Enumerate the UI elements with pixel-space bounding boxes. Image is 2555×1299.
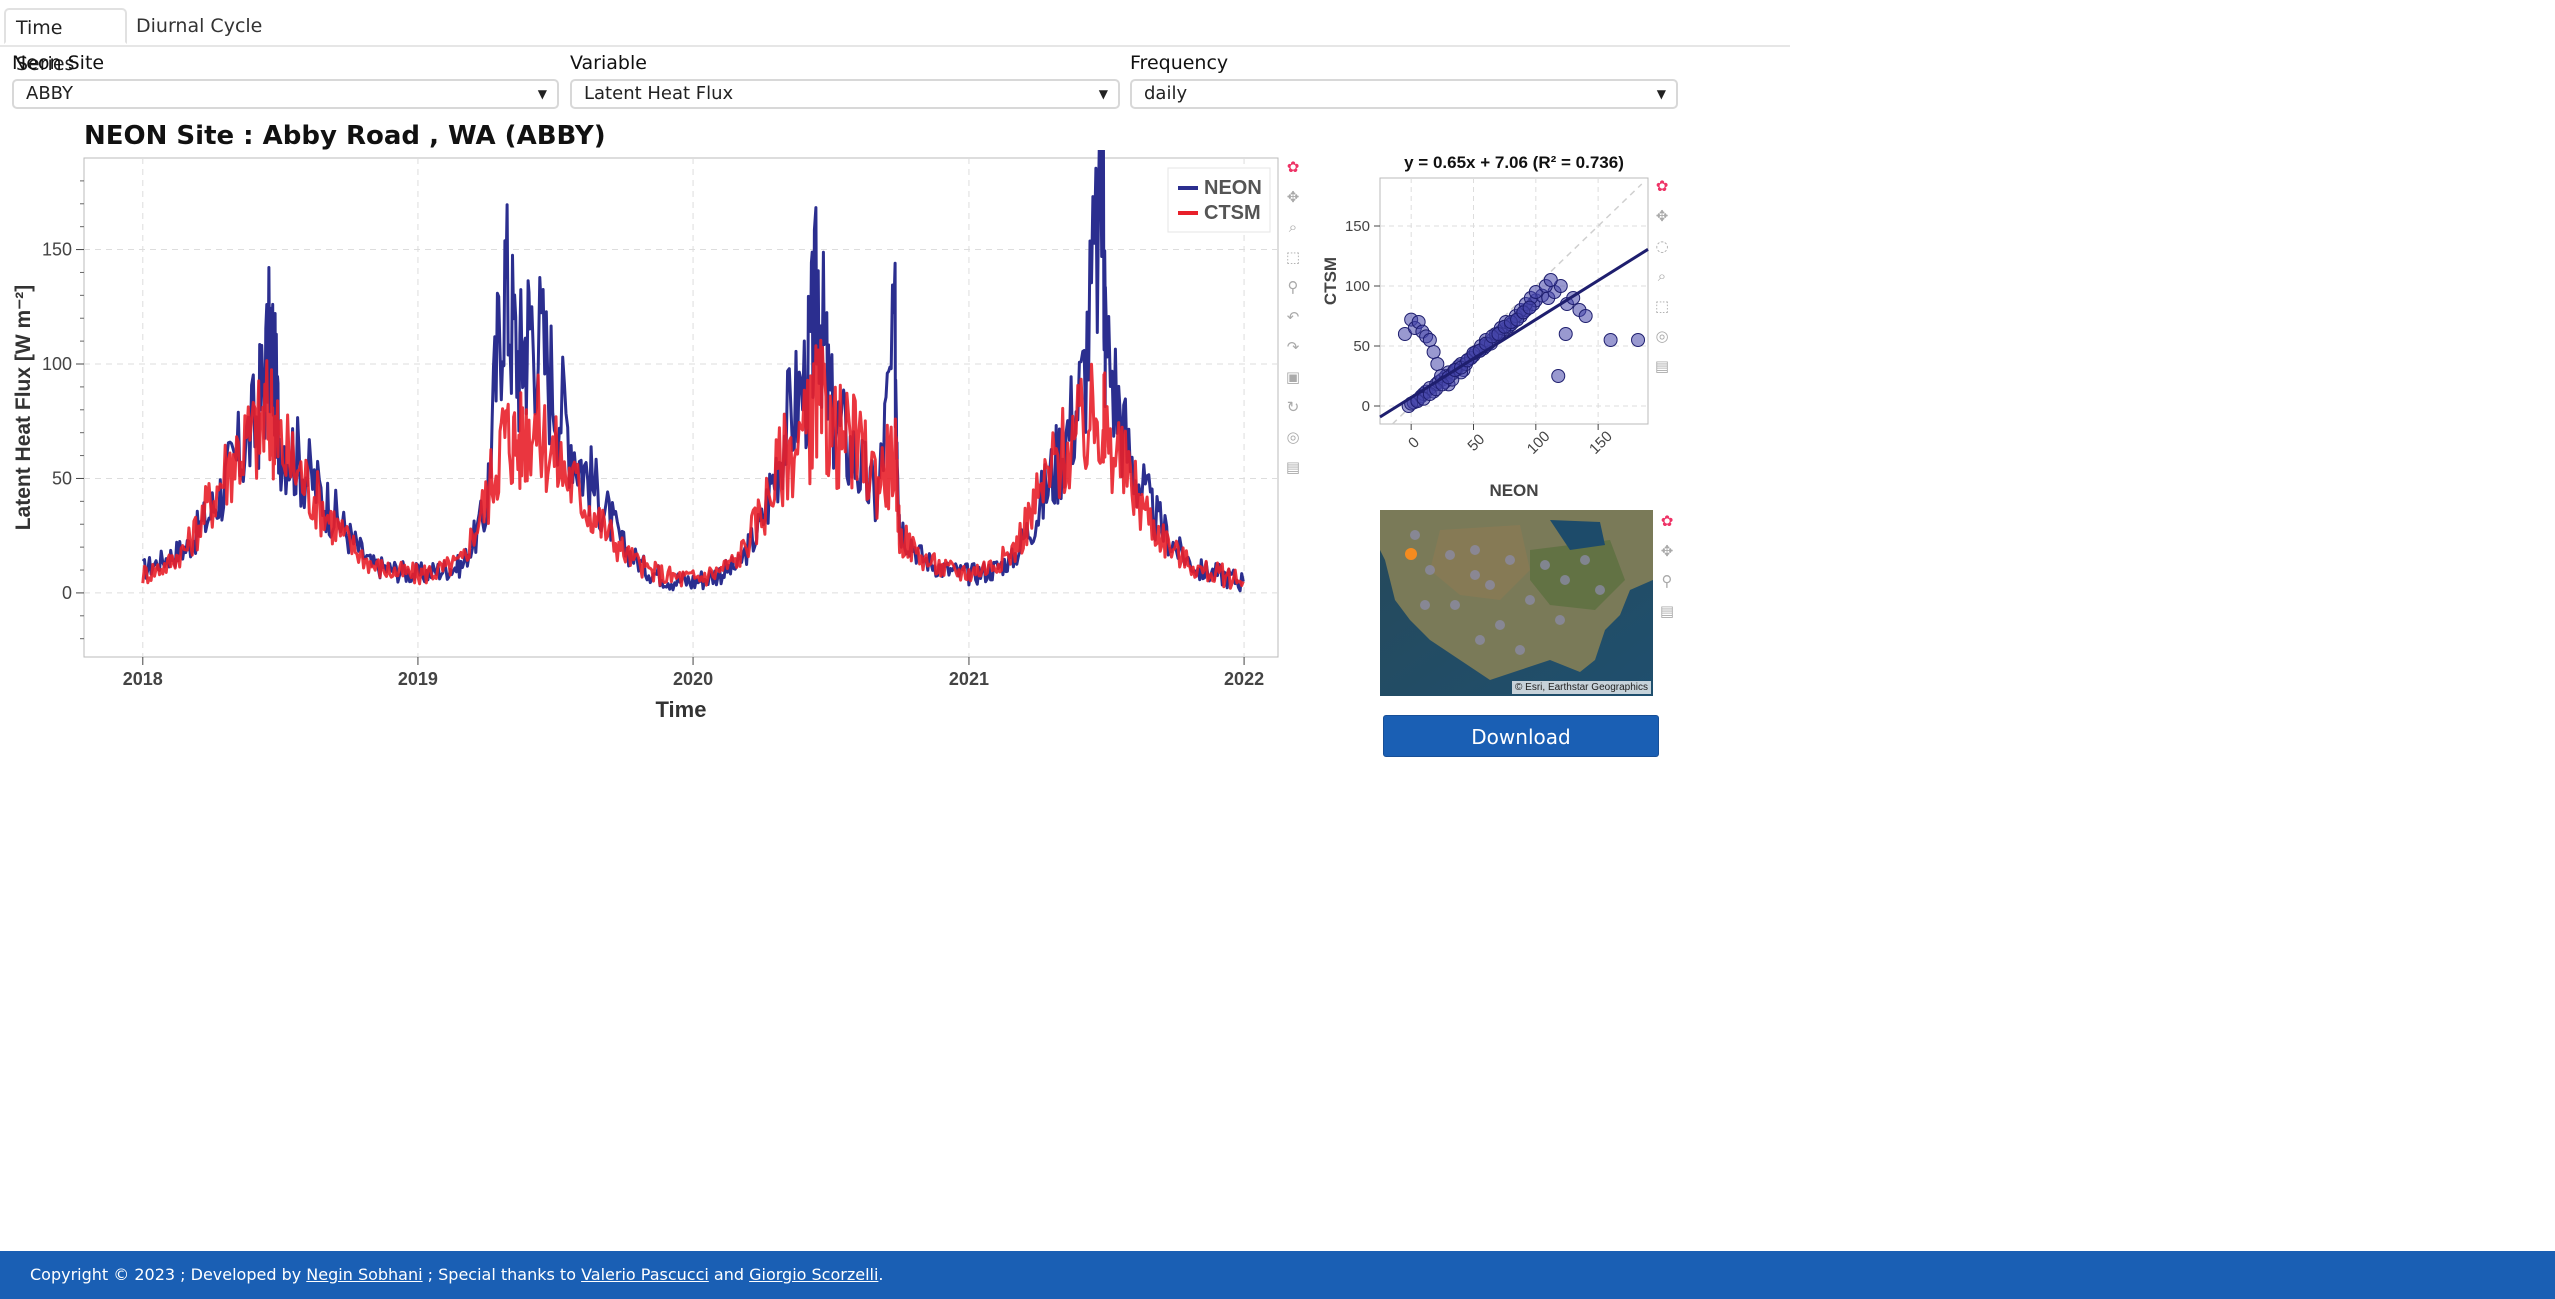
variable-value: Latent Heat Flux <box>584 83 734 104</box>
scatter-point <box>1426 345 1441 359</box>
x-tick-label: 2020 <box>673 669 713 689</box>
scatter-point <box>1631 333 1646 347</box>
wheel-zoom-icon[interactable]: ⌕ <box>1657 267 1667 285</box>
y-axis-label: CTSM <box>1321 257 1340 305</box>
crosshair-icon[interactable]: ◎ <box>1655 327 1669 345</box>
x-tick-label: 50 <box>1464 431 1488 455</box>
author-link[interactable]: Negin Sobhani <box>306 1265 423 1284</box>
x-tick-label: 2019 <box>398 669 438 689</box>
legend-label: NEON <box>1204 177 1262 199</box>
map-tiles <box>1380 510 1653 696</box>
legend-box <box>1167 167 1271 233</box>
legend: NEON CTSM <box>1167 167 1271 233</box>
variable-select[interactable]: Latent Heat Flux ▼ <box>570 79 1120 109</box>
undo-icon[interactable]: ↶ <box>1286 308 1300 326</box>
neon-site-value: ABBY <box>26 83 74 104</box>
bokeh-logo-icon[interactable]: ✿ <box>1660 512 1674 530</box>
scatter-frame <box>1379 177 1649 425</box>
footer: Copyright © 2023 ; Developed by Negin So… <box>0 1251 2555 1299</box>
chevron-down-icon: ▼ <box>1098 87 1108 101</box>
y-tick-label: 100 <box>42 354 72 374</box>
scatter-chart[interactable]: y = 0.65x + 7.06 (R² = 0.736) 0 50 100 150 0 5… <box>1310 150 1656 500</box>
map-attribution: © Esri, Earthstar Geographics <box>1512 681 1651 694</box>
scatter-point <box>1603 333 1618 347</box>
legend-label: CTSM <box>1204 202 1261 224</box>
y-tick-label: 0 <box>1362 398 1370 415</box>
reset-icon[interactable]: ↻ <box>1286 398 1300 416</box>
redo-icon[interactable]: ↷ <box>1286 338 1300 356</box>
y-tick-label: 50 <box>1353 338 1370 355</box>
x-tick-label: 150 <box>1586 428 1616 458</box>
x-tick-label: 2022 <box>1224 669 1264 689</box>
scatter-point <box>1578 309 1593 323</box>
bokeh-logo-icon[interactable]: ✿ <box>1655 177 1669 195</box>
tab-bar: Time Series Diurnal Cycle <box>0 0 1790 75</box>
y-tick-label: 100 <box>1345 278 1370 295</box>
download-button[interactable]: Download <box>1383 715 1659 757</box>
map-toolbar: ✿ ✥ ⚲ ▤ <box>1656 510 1682 630</box>
series-ctsm-line <box>141 338 1245 590</box>
box-select-icon[interactable]: ⬚ <box>1285 248 1301 266</box>
regression-line <box>1379 248 1649 419</box>
site-map[interactable]: © Esri, Earthstar Geographics <box>1380 510 1653 696</box>
hover-icon[interactable]: ▤ <box>1285 458 1301 476</box>
save-icon[interactable]: ▣ <box>1285 368 1301 386</box>
y-tick-label: 50 <box>52 468 72 488</box>
box-zoom-icon[interactable]: ⌕ <box>1288 218 1298 236</box>
frequency-select[interactable]: daily ▼ <box>1130 79 1678 109</box>
thanks-link-2[interactable]: Giorgio Scorzelli <box>749 1265 879 1284</box>
scatter-title: y = 0.65x + 7.06 (R² = 0.736) <box>1404 153 1624 172</box>
y-tick-label: 0 <box>62 583 72 603</box>
box-select-icon[interactable]: ⬚ <box>1654 297 1670 315</box>
y-tick-label: 150 <box>1345 218 1370 235</box>
x-tick-label: 2021 <box>949 669 989 689</box>
frequency-value: daily <box>1144 83 1188 104</box>
neon-site-label: Neon Site <box>12 52 105 74</box>
lasso-icon[interactable]: ◌ <box>1655 237 1669 255</box>
frequency-label: Frequency <box>1130 52 1229 74</box>
hover-icon[interactable]: ▤ <box>1654 357 1670 375</box>
scatter-point <box>1430 357 1445 371</box>
y-tick-label: 150 <box>42 240 72 260</box>
footer-and: and <box>708 1265 750 1284</box>
footer-middle: ; Special thanks to <box>422 1265 582 1284</box>
pan-icon[interactable]: ✥ <box>1286 188 1300 206</box>
wheel-zoom-icon[interactable]: ⚲ <box>1287 278 1299 296</box>
x-axis-label: Time <box>656 697 707 720</box>
scatter-point <box>1522 300 1537 315</box>
time-series-chart[interactable]: 0 50 100 150 2018 2019 2020 2021 2022 NEON CTSM Tim… <box>0 150 1290 720</box>
hover-icon[interactable]: ▤ <box>1659 602 1675 620</box>
scatter-point <box>1543 273 1558 287</box>
main-plot-title: NEON Site : Abby Road , WA (ABBY) <box>84 121 606 151</box>
footer-prefix: Copyright © 2023 ; Developed by <box>30 1265 307 1284</box>
x-tick-label: 2018 <box>123 669 163 689</box>
pan-icon[interactable]: ✥ <box>1655 207 1669 225</box>
thanks-link-1[interactable]: Valerio Pascucci <box>581 1265 709 1284</box>
scatter-point <box>1551 369 1566 383</box>
neon-site-select[interactable]: ABBY ▼ <box>12 79 559 109</box>
crosshair-icon[interactable]: ◎ <box>1286 428 1300 446</box>
scatter-point <box>1422 333 1437 347</box>
x-tick-label: 0 <box>1405 434 1423 452</box>
pan-icon[interactable]: ✥ <box>1660 542 1674 560</box>
chevron-down-icon: ▼ <box>1656 87 1666 101</box>
scatter-toolbar: ✿ ✥ ◌ ⌕ ⬚ ◎ ▤ <box>1651 175 1677 385</box>
y-axis-label: Latent Heat Flux [W m⁻²] <box>12 285 35 531</box>
main-toolbar: ✿ ✥ ⌕ ⬚ ⚲ ↶ ↷ ▣ ↻ ◎ ▤ <box>1282 156 1308 486</box>
chevron-down-icon: ▼ <box>537 87 547 101</box>
x-axis-label: NEON <box>1489 481 1538 500</box>
bokeh-logo-icon[interactable]: ✿ <box>1286 158 1300 176</box>
tab-time-series[interactable]: Time Series <box>4 8 127 75</box>
tab-diurnal-cycle[interactable]: Diurnal Cycle <box>136 15 263 37</box>
wheel-zoom-icon[interactable]: ⚲ <box>1661 572 1673 590</box>
selected-site-marker[interactable] <box>1405 548 1417 560</box>
scatter-point <box>1558 327 1573 341</box>
variable-label: Variable <box>570 52 647 74</box>
footer-suffix: . <box>878 1265 884 1284</box>
x-tick-label: 100 <box>1524 428 1554 458</box>
